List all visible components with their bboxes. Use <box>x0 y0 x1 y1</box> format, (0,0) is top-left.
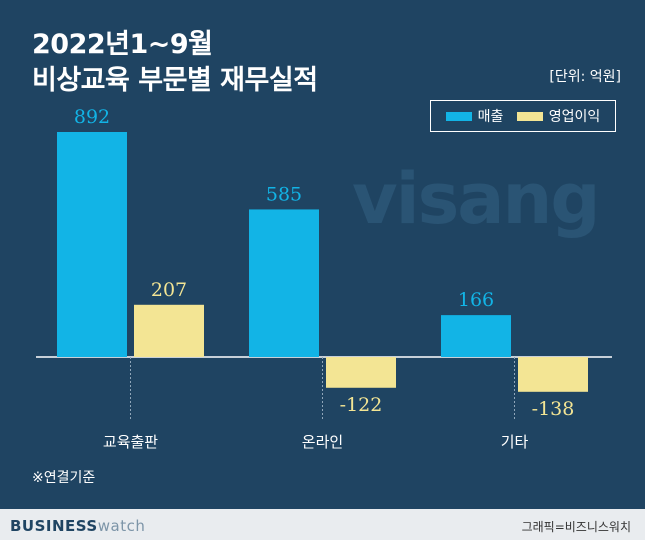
legend: 매출 영업이익 <box>430 100 616 132</box>
data-label-sales: 166 <box>458 289 494 311</box>
bar-sales <box>441 315 511 357</box>
brand-logo: BUSINESSwatch <box>10 517 145 535</box>
category-label: 교육출판 <box>103 433 158 451</box>
visang-watermark-logo: visang <box>352 158 600 240</box>
bar-sales <box>57 132 127 357</box>
bar-profit <box>518 357 588 392</box>
legend-swatch-profit <box>516 111 543 121</box>
bar-profit <box>134 304 204 357</box>
footer-bar: BUSINESSwatch 그래픽=비즈니스워치 <box>0 509 645 540</box>
category-label: 기타 <box>501 433 529 451</box>
graphic-credit: 그래픽=비즈니스워치 <box>521 520 631 534</box>
chart-title-line1: 2022년1~9월 <box>32 29 213 60</box>
legend-item-sales: 매출 <box>445 106 504 126</box>
brand-part2: watch <box>97 517 146 535</box>
data-label-profit: -122 <box>340 394 383 416</box>
legend-label-profit: 영업이익 <box>548 109 601 125</box>
consolidated-note: ※연결기준 <box>32 470 96 486</box>
bar-profit <box>326 357 396 388</box>
chart-title-line2: 비상교육 부문별 재무실적 <box>32 65 318 96</box>
data-label-sales: 585 <box>266 183 302 205</box>
brand-part1: BUSINESS <box>10 517 98 535</box>
unit-label: [단위: 억원] <box>549 69 621 85</box>
data-label-sales: 892 <box>74 106 110 128</box>
data-label-profit: -138 <box>532 398 575 420</box>
data-label-profit: 207 <box>151 279 187 301</box>
legend-item-profit: 영업이익 <box>516 106 601 126</box>
bar-sales <box>249 209 319 357</box>
legend-label-sales: 매출 <box>477 109 504 125</box>
legend-swatch-sales <box>445 111 472 121</box>
category-label: 온라인 <box>302 433 343 451</box>
bar-chart: 교육출판 892 207 온라인 585 -122 기타 166 -138 <box>36 106 612 451</box>
